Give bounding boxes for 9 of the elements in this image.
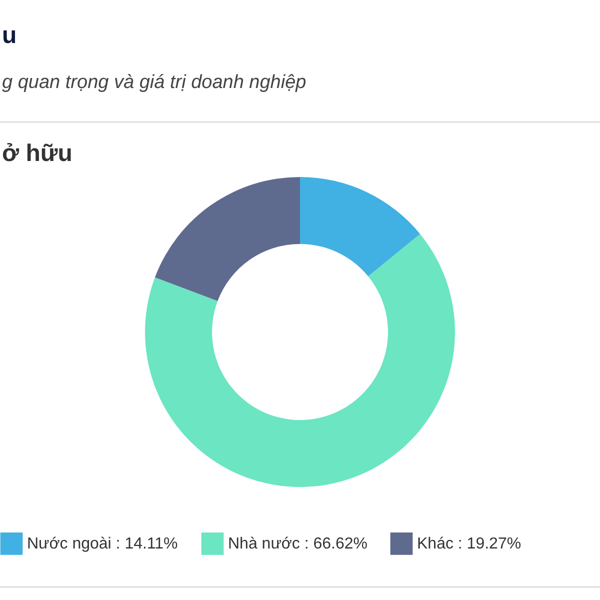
donut-slice [154, 177, 300, 301]
text: ở hữu [2, 140, 72, 168]
legend-label: Nhà nước : 66.62% [228, 536, 368, 553]
donut-slice [145, 234, 455, 487]
chart-title: u [2, 22, 17, 50]
legend-label: Nước ngoài : 14.11% [27, 536, 178, 553]
legend-label: Khác : 19.27% [417, 536, 522, 553]
chart-subtitle: g quan trọng và giá trị doanh nghiệp [2, 72, 306, 94]
donut-slice [300, 177, 420, 276]
